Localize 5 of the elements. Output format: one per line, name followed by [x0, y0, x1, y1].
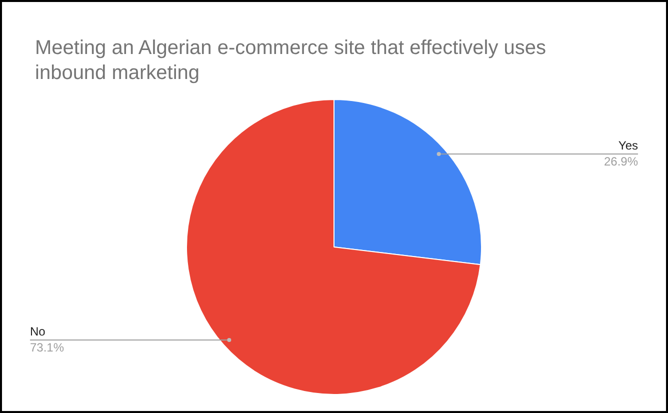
chart-title: Meeting an Algerian e-commerce site that effectively uses inbound marketing [35, 36, 547, 86]
data-label: 26.9% [604, 154, 638, 168]
slice-label: No [30, 324, 46, 338]
slice-label: Yes [618, 138, 638, 152]
data-label: 73.1% [30, 340, 64, 354]
